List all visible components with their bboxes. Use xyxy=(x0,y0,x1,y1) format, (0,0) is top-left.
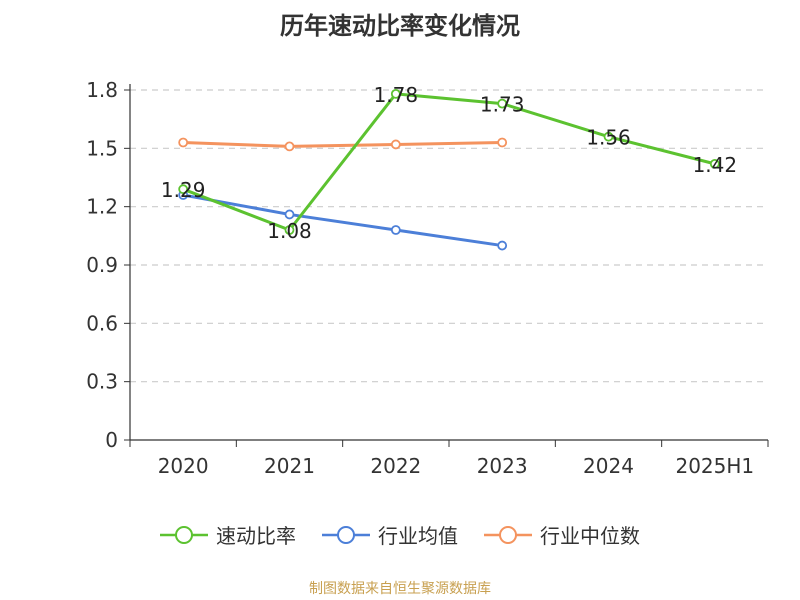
data-point xyxy=(497,240,508,251)
data-point xyxy=(284,141,295,152)
x-tick-label: 2021 xyxy=(264,454,315,478)
x-tick-label: 2023 xyxy=(477,454,528,478)
y-tick-label: 0.9 xyxy=(86,253,118,277)
legend: 速动比率 行业均值 行业中位数 xyxy=(0,520,800,549)
series-line-1 xyxy=(182,193,503,248)
data-label: 1.42 xyxy=(693,153,738,177)
data-label: 1.78 xyxy=(374,83,419,107)
series-line-2 xyxy=(183,141,503,148)
legend-item-industry-mean[interactable]: 行业均值 xyxy=(322,520,458,549)
y-tick-label: 0.6 xyxy=(86,311,118,335)
y-tick-label: 1.5 xyxy=(86,136,118,160)
data-point xyxy=(178,137,189,148)
data-label: 1.56 xyxy=(586,126,631,150)
data-point xyxy=(284,225,295,235)
data-point xyxy=(497,98,508,109)
data-label: 1.08 xyxy=(267,219,312,243)
data-point xyxy=(390,139,401,150)
chart-title: 历年速动比率变化情况 xyxy=(280,12,520,40)
legend-label-industry-mean: 行业均值 xyxy=(378,524,458,548)
source-note: 制图数据来自恒生聚源数据库 xyxy=(309,581,491,597)
x-tick-label: 2020 xyxy=(158,454,209,478)
legend-item-quick-ratio[interactable]: 速动比率 xyxy=(160,520,296,549)
data-point xyxy=(284,209,295,220)
data-point xyxy=(390,88,401,99)
y-tick-label: 1.2 xyxy=(86,195,118,219)
data-point xyxy=(497,137,508,148)
legend-label-industry-median: 行业中位数 xyxy=(540,524,640,548)
data-point xyxy=(178,184,189,195)
x-tick-label: 2025H1 xyxy=(675,454,754,478)
data-point xyxy=(390,225,401,235)
legend-item-industry-median[interactable]: 行业中位数 xyxy=(484,520,640,549)
legend-marker-industry-mean xyxy=(322,525,370,544)
data-label: 1.29 xyxy=(161,178,206,202)
x-tick-label: 2022 xyxy=(370,454,421,478)
data-point xyxy=(603,131,614,142)
data-label: 1.73 xyxy=(480,93,525,117)
x-tick-label: 2024 xyxy=(583,454,634,478)
legend-marker-quick-ratio xyxy=(160,525,208,544)
y-tick-label: 0 xyxy=(105,428,118,452)
y-tick-label: 0.3 xyxy=(86,370,118,394)
legend-marker-industry-median xyxy=(484,525,532,544)
legend-label-quick-ratio: 速动比率 xyxy=(216,524,296,548)
y-tick-label: 1.8 xyxy=(86,78,118,102)
series-line-0 xyxy=(182,92,716,232)
data-point xyxy=(709,158,720,169)
